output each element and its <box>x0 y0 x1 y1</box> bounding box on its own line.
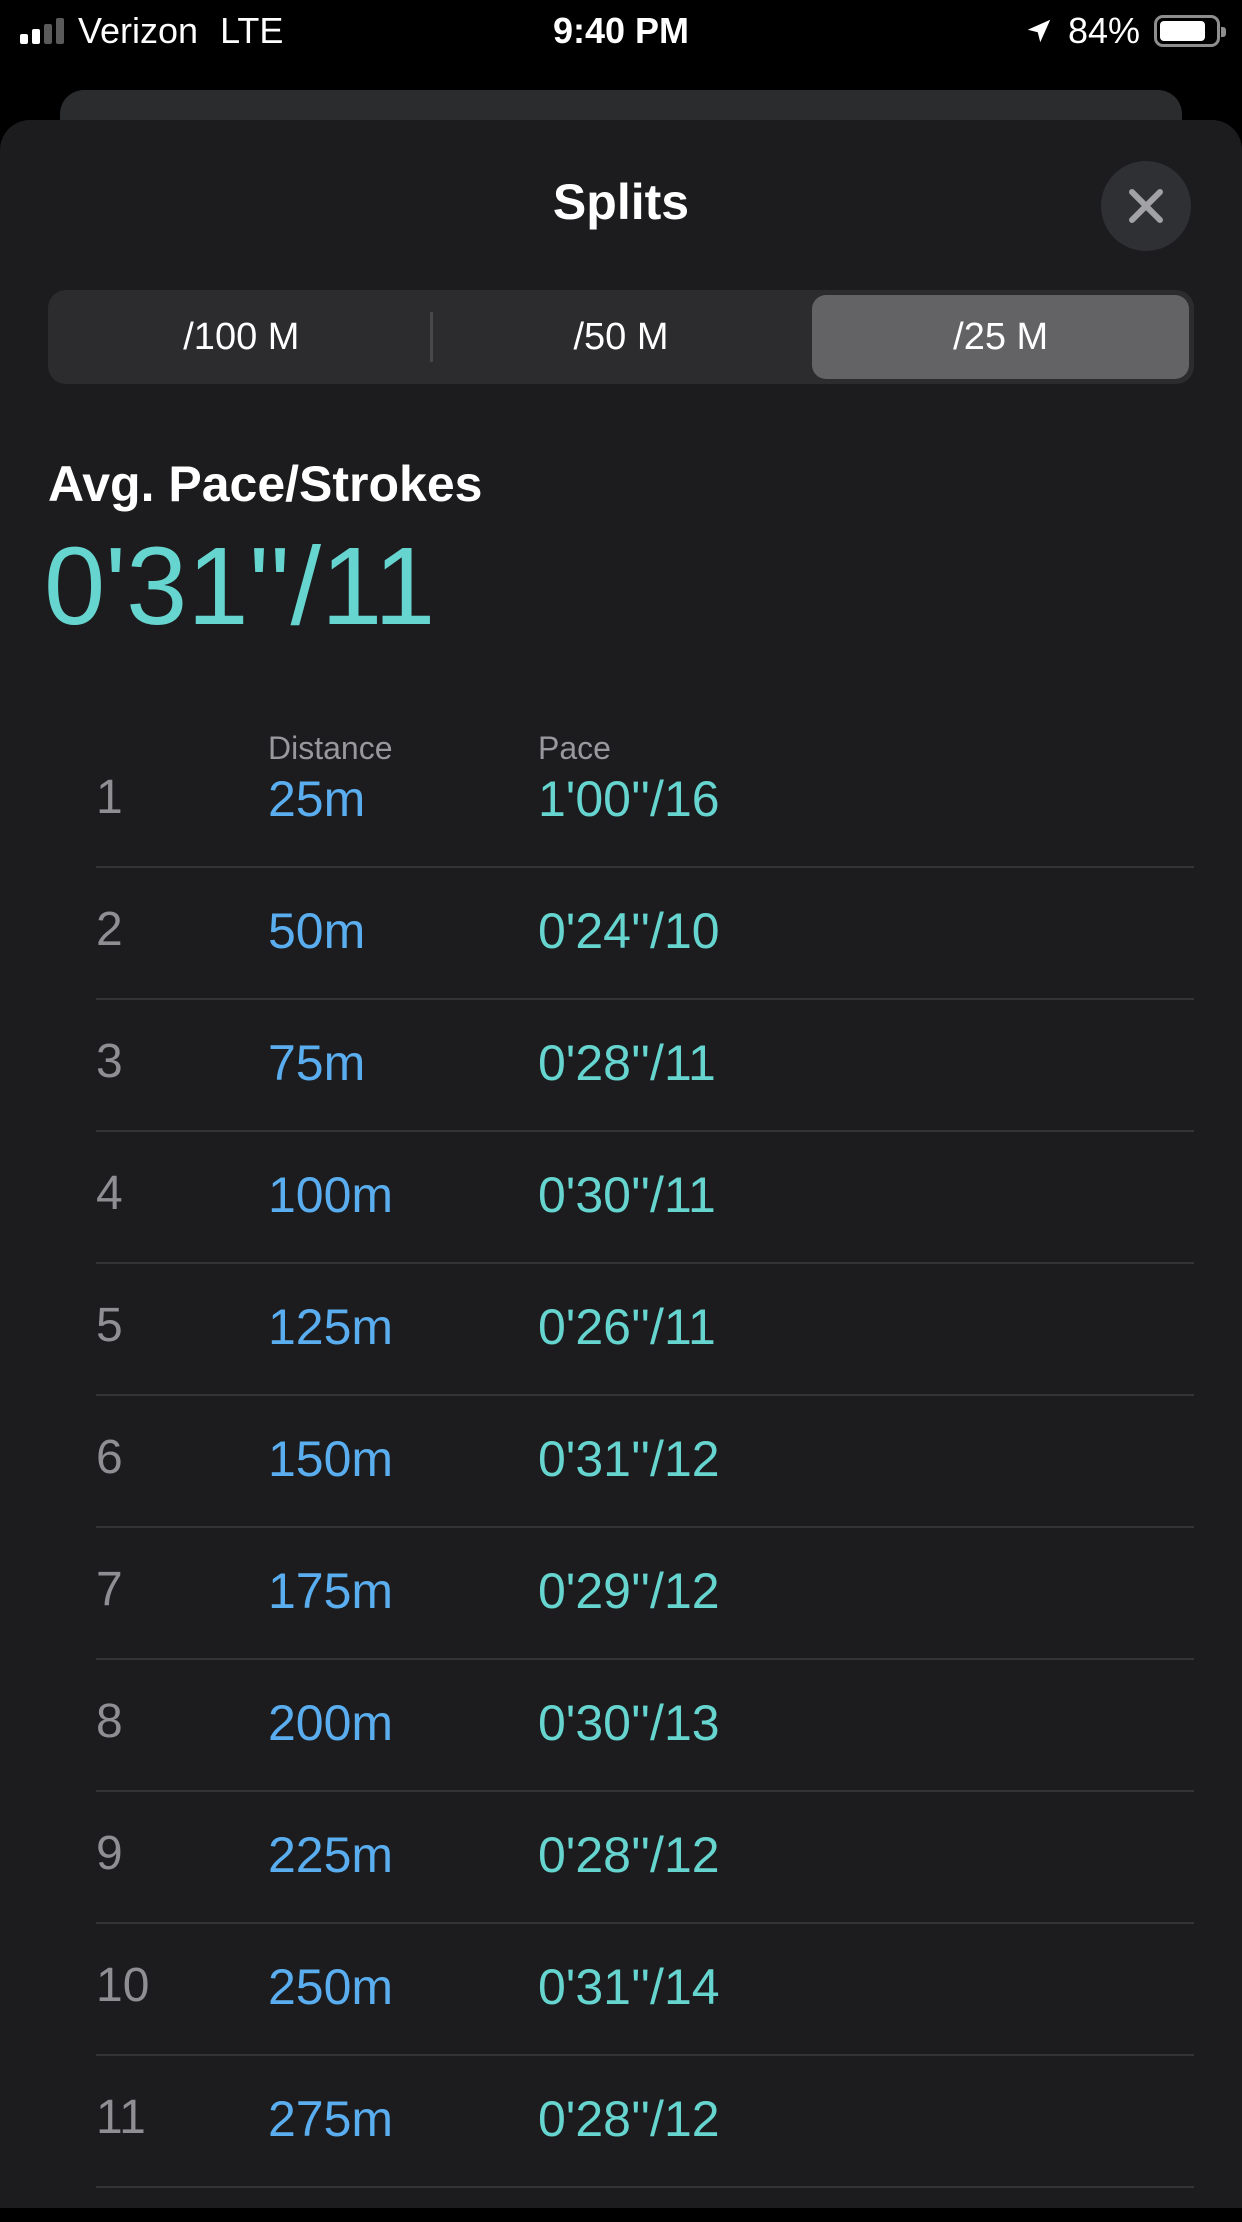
table-row: 8 200m 0'30''/13 <box>0 1694 1242 1826</box>
segment-100m[interactable]: /100 M <box>183 315 300 358</box>
header-distance: Distance <box>268 730 393 766</box>
table-row: 2 50m 0'24''/10 <box>0 902 1242 1034</box>
segment-25m[interactable]: /25 M <box>812 295 1190 379</box>
split-distance: 275m <box>268 2091 394 2147</box>
split-distance: 50m <box>268 903 366 959</box>
split-number: 2 <box>96 903 123 956</box>
table-row: 11 275m 0'28''/12 <box>0 2090 1242 2222</box>
close-icon <box>1129 189 1163 223</box>
table-row: 5 125m 0'26''/11 <box>0 1298 1242 1430</box>
status-bar: Verizon LTE 9:40 PM 84% <box>0 0 1242 62</box>
split-distance: 150m <box>268 1431 394 1487</box>
row-separator <box>96 1130 1194 1132</box>
split-number: 7 <box>96 1563 123 1616</box>
split-number: 11 <box>96 2091 146 2144</box>
split-pace: 1'00''/16 <box>538 771 720 827</box>
table-row: 10 250m 0'31''/14 <box>0 1958 1242 2090</box>
split-number: 3 <box>96 1035 123 1088</box>
row-separator <box>96 1658 1194 1660</box>
header-pace: Pace <box>538 730 611 766</box>
row-separator <box>96 1790 1194 1792</box>
split-number: 1 <box>96 771 123 824</box>
split-pace: 0'30''/13 <box>538 1695 720 1751</box>
avg-pace-label: Avg. Pace/Strokes <box>48 456 483 512</box>
split-distance: 225m <box>268 1827 394 1883</box>
split-pace: 0'30''/11 <box>538 1167 716 1223</box>
split-number: 4 <box>96 1167 123 1220</box>
segment-divider <box>429 312 433 362</box>
avg-pace-value: 0'31''/11 <box>44 525 436 648</box>
battery-percentage: 84% <box>1067 10 1140 51</box>
status-left: Verizon LTE <box>20 10 283 52</box>
split-pace: 0'31''/12 <box>538 1431 720 1487</box>
table-row: 1 25m 1'00''/16 <box>0 770 1242 902</box>
split-number: 6 <box>96 1431 123 1484</box>
row-separator <box>96 866 1194 868</box>
table-header: Distance Pace <box>0 730 1242 770</box>
split-number: 10 <box>96 1959 150 2012</box>
location-arrow-icon <box>1027 19 1051 43</box>
status-right: 84% <box>1024 10 1226 52</box>
network-type: LTE <box>220 10 284 51</box>
split-pace: 0'24''/10 <box>538 903 720 959</box>
carrier-name: Verizon <box>78 10 199 51</box>
table-row: 3 75m 0'28''/11 <box>0 1034 1242 1166</box>
split-pace: 0'31''/14 <box>538 1959 720 2015</box>
split-distance: 200m <box>268 1695 394 1751</box>
split-distance: 25m <box>268 771 366 827</box>
split-distance: 125m <box>268 1299 394 1355</box>
row-separator <box>96 2054 1194 2056</box>
row-separator <box>96 998 1194 1000</box>
signal-strength-icon <box>20 18 64 44</box>
unit-segmented-control: /100 M /50 M /25 M <box>48 290 1194 384</box>
split-number: 5 <box>96 1299 123 1352</box>
sheet-title: Splits <box>552 174 690 230</box>
row-separator <box>96 1394 1194 1396</box>
battery-fill <box>1160 21 1206 41</box>
split-distance: 75m <box>268 1035 366 1091</box>
split-pace: 0'28''/12 <box>538 1827 720 1883</box>
row-separator <box>96 1262 1194 1264</box>
split-distance: 100m <box>268 1167 394 1223</box>
splits-sheet: Splits /100 M /50 M /25 M Avg. Pace/Stro… <box>0 120 1242 2208</box>
split-distance: 250m <box>268 1959 394 2015</box>
row-separator <box>96 2186 1194 2188</box>
split-pace: 0'26''/11 <box>538 1299 716 1355</box>
row-separator <box>96 1922 1194 1924</box>
split-pace: 0'28''/12 <box>538 2091 720 2147</box>
close-button[interactable] <box>1101 161 1191 251</box>
split-number: 9 <box>96 1827 123 1880</box>
split-pace: 0'28''/11 <box>538 1035 716 1091</box>
table-row: 4 100m 0'30''/11 <box>0 1166 1242 1298</box>
table-row: 7 175m 0'29''/12 <box>0 1562 1242 1694</box>
table-row: 9 225m 0'28''/12 <box>0 1826 1242 1958</box>
table-row: 6 150m 0'31''/12 <box>0 1430 1242 1562</box>
split-number: 8 <box>96 1695 123 1748</box>
status-time: 9:40 PM <box>552 10 690 51</box>
battery-icon <box>1154 15 1226 47</box>
row-separator <box>96 1526 1194 1528</box>
split-distance: 175m <box>268 1563 394 1619</box>
segment-50m[interactable]: /50 M <box>573 315 669 358</box>
split-pace: 0'29''/12 <box>538 1563 720 1619</box>
